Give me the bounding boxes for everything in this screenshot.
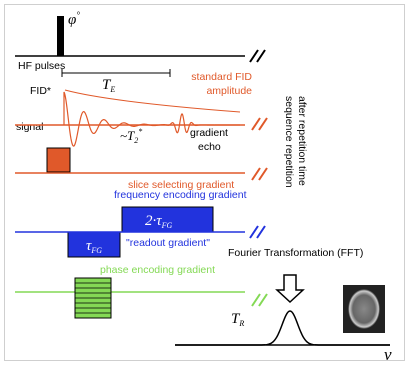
phase-label: phase encoding gradient <box>100 264 215 276</box>
hf-pulse <box>57 16 64 56</box>
brain-image <box>348 289 380 329</box>
hf-label: HF pulses <box>18 60 65 72</box>
slice-gradient <box>47 148 70 172</box>
phase-gradient <box>75 278 111 318</box>
frequency-label: frequency encoding gradient <box>114 189 247 201</box>
frequency-axis-label: ν <box>384 345 392 364</box>
signal-label: signal <box>16 121 43 133</box>
amplitude-label: standard FID <box>191 71 252 83</box>
fid-label: FID* <box>30 85 51 97</box>
echo-label: gradient <box>190 127 228 139</box>
fft-label: Fourier Transformation (FFT) <box>228 247 363 259</box>
amplitude-label: amplitude <box>206 85 252 97</box>
diagram: φ° HF pulses TE standard FID amplitude F… <box>0 0 409 365</box>
echo-label: echo <box>198 141 221 153</box>
readout-label: "readout gradient" <box>126 237 210 249</box>
repetition-label: sequence repetition <box>283 96 295 188</box>
repetition-label: after repetition time <box>296 96 308 186</box>
